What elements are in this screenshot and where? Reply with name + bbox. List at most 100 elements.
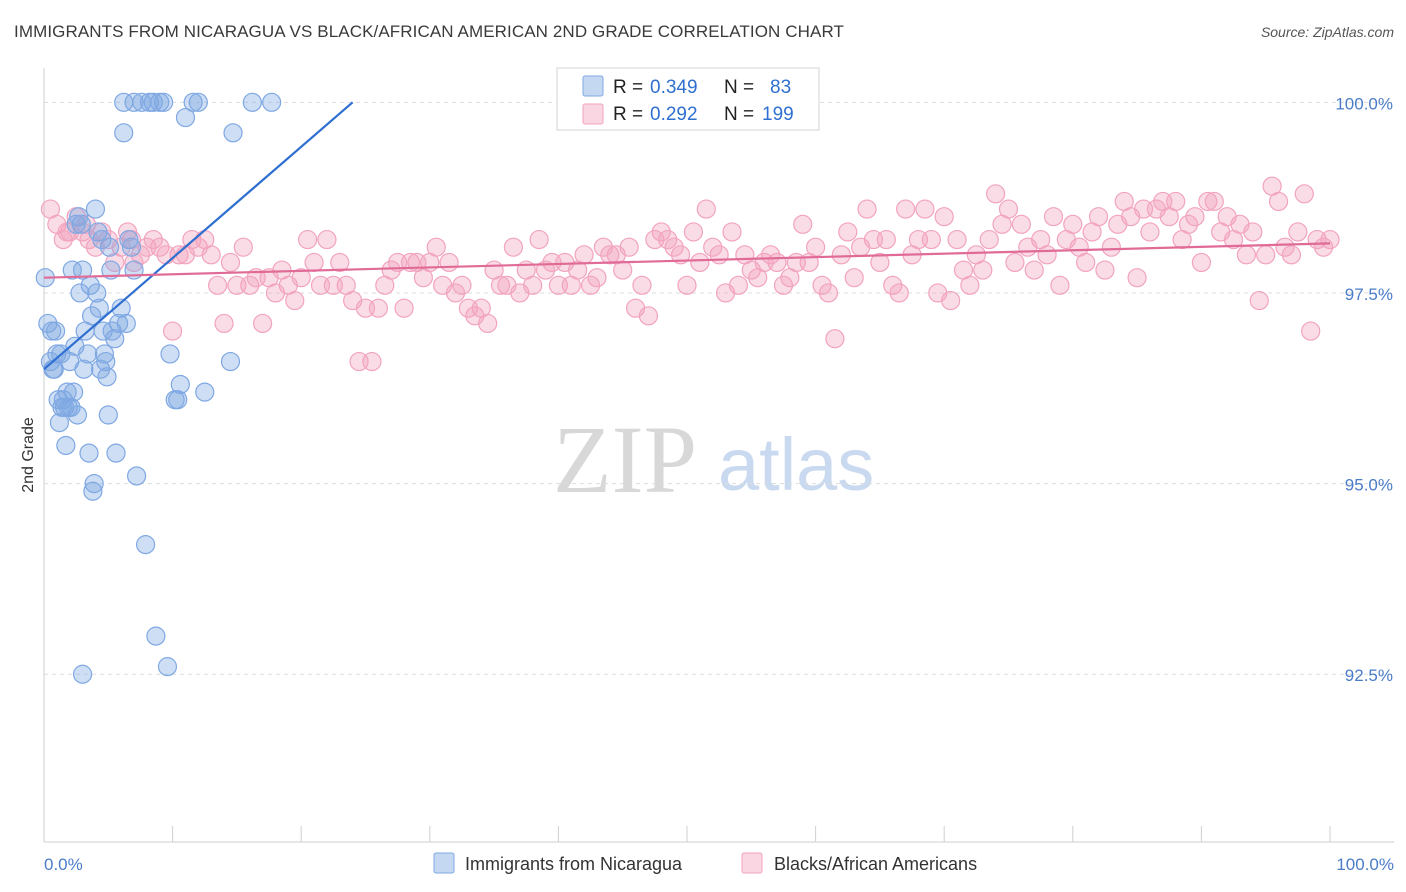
nicaragua-point bbox=[135, 535, 156, 555]
legend-r-label-nicaragua: R = bbox=[613, 77, 643, 98]
nicaragua-point bbox=[262, 92, 282, 112]
nicaragua-point bbox=[223, 123, 243, 143]
blacks-point bbox=[728, 275, 749, 295]
blacks-point bbox=[253, 313, 273, 334]
blacks-point bbox=[896, 199, 916, 219]
blacks-point bbox=[683, 222, 704, 242]
nicaragua-point bbox=[96, 351, 116, 372]
blacks-point bbox=[1095, 260, 1115, 280]
blacks-point bbox=[1294, 184, 1314, 204]
nicaragua-point bbox=[220, 351, 241, 372]
blacks-point bbox=[394, 298, 414, 318]
blacks-point bbox=[767, 252, 787, 273]
blacks-point bbox=[664, 237, 684, 257]
trend-line-nicaragua bbox=[43, 101, 354, 371]
nicaragua-point bbox=[97, 367, 117, 387]
blacks-point bbox=[330, 252, 350, 273]
nicaragua-point bbox=[57, 382, 77, 402]
bottom-legend: Immigrants from Nicaragua Blacks/African… bbox=[433, 852, 977, 874]
blacks-point bbox=[1005, 252, 1025, 273]
x-tick-label-left: 0.0% bbox=[44, 855, 83, 874]
blacks-point bbox=[883, 275, 903, 295]
blacks-point bbox=[580, 275, 601, 295]
blacks-point bbox=[915, 199, 935, 219]
blacks-point bbox=[703, 237, 723, 257]
blacks-point bbox=[986, 184, 1006, 204]
nicaragua-point bbox=[188, 92, 208, 112]
blacks-point bbox=[1063, 214, 1083, 234]
blacks-point bbox=[998, 199, 1019, 219]
nicaragua-point bbox=[72, 664, 93, 684]
blacks-point bbox=[979, 229, 999, 250]
blacks-point bbox=[298, 229, 318, 250]
blacks-point bbox=[876, 229, 896, 250]
blacks-point bbox=[381, 260, 401, 280]
blacks-point bbox=[831, 245, 851, 265]
blacks-point bbox=[818, 283, 839, 303]
gridlines bbox=[44, 101, 1394, 675]
blacks-point bbox=[870, 252, 890, 273]
blacks-point bbox=[1256, 245, 1276, 265]
nicaragua-point bbox=[143, 92, 163, 112]
blacks-point bbox=[722, 222, 742, 242]
nicaragua-point bbox=[170, 374, 190, 395]
blacks-point bbox=[478, 313, 498, 334]
blacks-point bbox=[973, 260, 993, 280]
blacks-point bbox=[150, 237, 170, 257]
nicaragua-point bbox=[61, 397, 81, 417]
legend-box: R = 0.349 N = 83 R = 0.292 N = 199 bbox=[556, 67, 820, 131]
blacks-point bbox=[1281, 245, 1302, 265]
blacks-point bbox=[889, 283, 909, 303]
nicaragua-point bbox=[116, 313, 136, 334]
nicaragua-point bbox=[126, 466, 147, 486]
blacks-point bbox=[677, 275, 697, 295]
blacks-point bbox=[941, 290, 961, 311]
nicaragua-point bbox=[121, 237, 142, 257]
blacks-point bbox=[143, 229, 163, 250]
blacks-point bbox=[1101, 237, 1121, 257]
blacks-point bbox=[773, 275, 794, 295]
watermark-zip: ZIP bbox=[553, 406, 697, 513]
legend-n-label-nicaragua: N = bbox=[724, 77, 754, 98]
nicaragua-point bbox=[87, 283, 107, 303]
blacks-point bbox=[1140, 222, 1160, 242]
blacks-point bbox=[613, 260, 633, 280]
nicaragua-point bbox=[146, 626, 166, 646]
blacks-point bbox=[1268, 191, 1289, 212]
y-tick-label: 95.0% bbox=[1345, 476, 1393, 495]
nicaragua-point bbox=[74, 359, 94, 379]
trend-line-blacks bbox=[43, 242, 1331, 279]
blacks-point bbox=[1088, 207, 1109, 227]
blacks-point bbox=[658, 229, 678, 250]
blacks-point bbox=[1275, 237, 1295, 257]
legend-n-label-blacks: N = bbox=[724, 104, 754, 125]
nicaragua-point bbox=[106, 443, 126, 463]
legend-swatch-nicaragua bbox=[582, 75, 604, 97]
nicaragua-point bbox=[67, 405, 88, 425]
blacks-point bbox=[825, 329, 845, 349]
blacks-point bbox=[285, 290, 305, 311]
nicaragua-point bbox=[62, 260, 82, 280]
blacks-point bbox=[169, 245, 189, 265]
nicaragua-point bbox=[63, 382, 84, 402]
blacks-point bbox=[1178, 214, 1199, 234]
blacks-point bbox=[1249, 290, 1269, 311]
trend-lines bbox=[43, 101, 1331, 371]
blacks-point bbox=[1050, 275, 1070, 295]
nicaragua-point bbox=[81, 306, 102, 326]
blacks-point bbox=[523, 275, 543, 295]
blacks-point bbox=[1127, 268, 1147, 288]
blacks-point bbox=[1320, 229, 1340, 250]
nicaragua-point bbox=[242, 92, 262, 112]
x-tick-label-right: 100.0% bbox=[1336, 855, 1394, 874]
nicaragua-point bbox=[92, 229, 112, 250]
blacks-point bbox=[587, 268, 607, 288]
nicaragua-point bbox=[111, 298, 131, 318]
blacks-point bbox=[1076, 252, 1096, 273]
legend-r-value-blacks: 0.292 bbox=[650, 104, 698, 125]
nicaragua-point bbox=[94, 344, 115, 364]
nicaragua-point bbox=[99, 237, 120, 257]
y-axis-title: 2nd Grade bbox=[20, 417, 37, 493]
blacks-point bbox=[1288, 222, 1308, 242]
nicaragua-point bbox=[79, 443, 99, 463]
